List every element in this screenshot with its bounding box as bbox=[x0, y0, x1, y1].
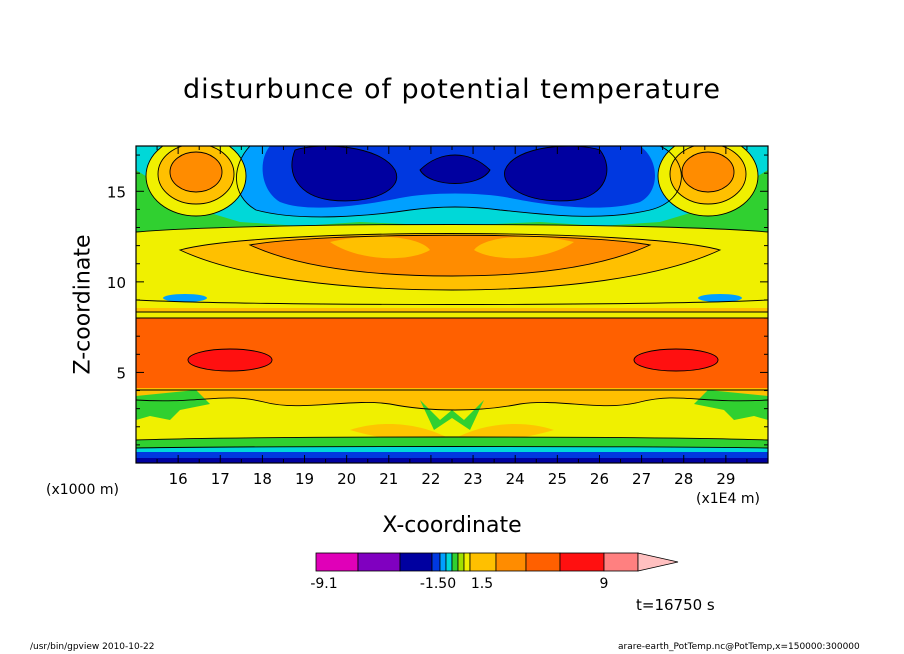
footer-left: /usr/bin/gpview 2010-10-22 bbox=[30, 642, 155, 652]
colorbar-swatch bbox=[439, 552, 447, 572]
band-upper-green bbox=[136, 146, 768, 246]
x-ticks: 16 17 18 19 20 21 22 23 24 25 26 27 28 29 bbox=[156, 146, 748, 488]
x-tick-label: 29 bbox=[716, 470, 735, 488]
band-upper-yellow bbox=[136, 224, 768, 305]
colorbar-swatch bbox=[457, 552, 465, 572]
x-tick-label: 28 bbox=[674, 470, 693, 488]
band-mid-yellow bbox=[136, 296, 768, 318]
warm-corner-right-outer bbox=[658, 146, 758, 216]
x-tick-label: 17 bbox=[211, 470, 230, 488]
colorbar-swatch bbox=[603, 552, 639, 572]
x-tick-label: 18 bbox=[253, 470, 272, 488]
colorbar-label: -9.1 bbox=[310, 576, 337, 592]
warm-max-left bbox=[188, 349, 272, 371]
y-tick-label: 5 bbox=[116, 364, 126, 382]
x-tick-label: 26 bbox=[590, 470, 609, 488]
x-tick-label: 19 bbox=[295, 470, 314, 488]
x-tick-label: 16 bbox=[169, 470, 188, 488]
x-tick-label: 27 bbox=[632, 470, 651, 488]
colorbar-arrow bbox=[637, 552, 679, 572]
plot-frame bbox=[135, 145, 769, 464]
band-cyan bbox=[136, 146, 768, 226]
colorbar-swatch bbox=[559, 552, 605, 572]
warm-corner-right bbox=[682, 152, 734, 192]
colorbar-swatch bbox=[399, 552, 433, 572]
lower-green-pattern bbox=[420, 400, 484, 430]
x-tick-label: 22 bbox=[421, 470, 440, 488]
x-tick-label: 23 bbox=[464, 470, 483, 488]
band-lower-orange bbox=[136, 388, 768, 410]
x-tick-label: 21 bbox=[379, 470, 398, 488]
colorbar-swatch bbox=[463, 552, 471, 572]
colorbar-swatch bbox=[445, 552, 453, 572]
x-axis-label: X-coordinate bbox=[382, 513, 522, 538]
colorbar-label: -1.50 bbox=[420, 576, 456, 592]
footer-right: arare-earth_PotTemp.nc@PotTemp,x=150000:… bbox=[618, 642, 860, 652]
chart-title: disturbunce of potential temperature bbox=[183, 74, 721, 105]
y-axis-unit: (x1000 m) bbox=[46, 482, 119, 498]
cold-core-left bbox=[291, 146, 397, 201]
colorbar-swatch bbox=[357, 552, 401, 572]
y-tick-label: 10 bbox=[107, 274, 126, 292]
colorbar-label: 9 bbox=[600, 576, 609, 592]
x-tick-label: 20 bbox=[337, 470, 356, 488]
colorbar-label: 1.5 bbox=[471, 576, 493, 592]
warm-max-right bbox=[634, 349, 718, 371]
band-surface bbox=[136, 452, 768, 463]
cold-core-center bbox=[420, 155, 490, 184]
band-upper-orange bbox=[250, 235, 650, 276]
colorbar-swatch bbox=[469, 552, 497, 572]
colorbar-swatch bbox=[431, 552, 441, 572]
field-background bbox=[136, 146, 768, 463]
colorbar-swatch bbox=[495, 552, 527, 572]
x-tick-label: 25 bbox=[548, 470, 567, 488]
colorbar-swatch bbox=[451, 552, 459, 572]
contour-lines bbox=[136, 146, 768, 449]
band-blue bbox=[262, 146, 655, 208]
warm-corner-left bbox=[170, 152, 222, 192]
warm-corner-left-outer bbox=[146, 146, 246, 216]
y-tick-label: 15 bbox=[107, 183, 126, 201]
band-warm bbox=[136, 318, 768, 390]
cold-core-right bbox=[504, 146, 607, 201]
x-tick-label: 24 bbox=[506, 470, 525, 488]
y-ticks: 5 10 15 bbox=[107, 154, 768, 446]
colorbar: -9.1 -1.50 1.5 9 bbox=[310, 552, 679, 592]
band-lower-green bbox=[136, 437, 768, 463]
time-label: t=16750 s bbox=[636, 596, 715, 614]
colorbar-swatch bbox=[315, 552, 359, 572]
colorbar-swatch bbox=[525, 552, 561, 572]
x-axis-unit: (x1E4 m) bbox=[696, 491, 760, 507]
y-axis-label: Z-coordinate bbox=[70, 234, 96, 375]
band-light-blue bbox=[236, 146, 682, 217]
band-upper-orange-outer bbox=[180, 233, 720, 290]
